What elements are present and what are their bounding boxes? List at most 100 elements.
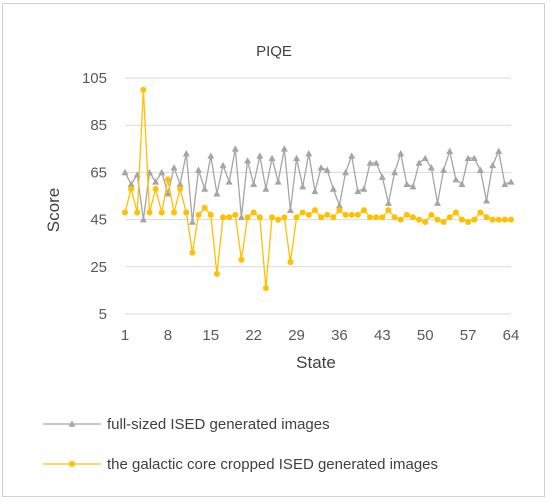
x-tick-label: 64: [503, 327, 520, 344]
x-tick-label: 1: [121, 327, 129, 344]
data-point: [354, 187, 362, 195]
data-point: [177, 185, 184, 192]
data-point: [508, 216, 514, 223]
data-point: [195, 211, 202, 218]
data-point: [397, 150, 405, 157]
data-point: [250, 180, 258, 187]
data-point: [391, 168, 399, 176]
x-tick-label: 8: [164, 327, 172, 344]
data-point: [482, 197, 490, 204]
data-point: [323, 166, 331, 173]
data-point: [360, 207, 367, 214]
data-point: [452, 209, 459, 216]
data-point: [286, 206, 294, 213]
series-layer: [121, 86, 515, 292]
y-tick-label: 25: [90, 259, 107, 276]
data-point: [127, 180, 135, 187]
data-point: [139, 216, 147, 223]
data-point: [250, 209, 257, 216]
data-point: [471, 216, 478, 223]
data-point: [232, 211, 239, 218]
data-point: [489, 161, 497, 169]
data-point: [128, 185, 135, 192]
legend: full-sized ISED generated images the gala…: [43, 416, 438, 473]
x-tick-label: 29: [288, 327, 305, 344]
data-point: [336, 207, 343, 214]
data-point: [256, 152, 264, 159]
data-point: [146, 209, 153, 216]
data-point: [269, 214, 276, 221]
x-tick-label: 36: [331, 327, 348, 344]
data-point: [299, 209, 306, 216]
data-point: [348, 211, 355, 218]
data-point: [207, 211, 214, 218]
data-point: [373, 214, 380, 221]
data-point: [262, 285, 269, 292]
data-point: [225, 178, 233, 185]
data-point: [170, 164, 178, 171]
data-point: [440, 166, 448, 173]
y-tick-label: 65: [90, 164, 107, 181]
data-point: [287, 259, 294, 266]
y-axis-title: Score: [44, 188, 63, 232]
data-point: [213, 190, 221, 197]
data-point: [293, 214, 300, 221]
data-point: [403, 211, 410, 218]
data-point: [311, 207, 318, 214]
data-point: [318, 214, 325, 221]
series-line-1: [124, 148, 512, 223]
data-point: [121, 168, 129, 176]
data-point: [244, 214, 251, 221]
data-point: [158, 168, 166, 176]
data-point: [293, 154, 301, 162]
data-point: [422, 218, 429, 225]
data-point: [188, 218, 196, 225]
legend-marker: [68, 420, 76, 427]
y-tick-label: 45: [90, 212, 107, 229]
data-point: [140, 86, 147, 93]
data-point: [366, 159, 374, 166]
data-point: [372, 159, 380, 166]
data-point: [378, 173, 386, 180]
series-line-2: [124, 89, 511, 289]
legend-entry-2: the galactic core cropped ISED generated…: [43, 456, 438, 473]
data-point: [226, 214, 233, 221]
data-point: [237, 213, 245, 221]
data-point: [446, 214, 453, 221]
data-point: [409, 214, 416, 221]
data-point: [416, 216, 423, 223]
data-point: [470, 154, 478, 162]
data-point: [122, 209, 128, 216]
data-point: [434, 216, 441, 223]
data-point: [329, 185, 337, 192]
data-point: [195, 166, 203, 173]
data-point: [213, 270, 220, 277]
data-point: [348, 152, 356, 159]
chart-title: PIQE: [256, 43, 292, 60]
piqe-line-chart: PIQE 5 25 45 65 85 105 1 8 15 22 29 36 43 50 57 64 Sco…: [43, 43, 520, 473]
data-point: [299, 183, 307, 190]
data-point: [483, 214, 490, 221]
data-point: [379, 214, 386, 221]
x-tick-label: 57: [460, 327, 477, 344]
data-point: [305, 211, 312, 218]
data-point: [231, 145, 239, 152]
data-point: [465, 218, 472, 225]
data-point: [433, 199, 441, 206]
data-point: [183, 209, 190, 216]
data-point: [152, 178, 160, 185]
legend-label: the galactic core cropped ISED generated…: [107, 456, 438, 473]
x-tick-label: 22: [245, 327, 262, 344]
data-point: [164, 176, 171, 183]
data-point: [311, 187, 319, 195]
x-tick-label: 15: [202, 327, 219, 344]
data-point: [220, 214, 227, 221]
data-point: [274, 178, 282, 185]
data-point: [403, 180, 411, 187]
data-point: [495, 147, 503, 154]
y-tick-labels: 5 25 45 65 85 105: [82, 70, 107, 323]
data-point: [427, 164, 435, 171]
data-point: [335, 201, 343, 209]
data-point: [421, 154, 429, 162]
data-point: [262, 185, 270, 192]
